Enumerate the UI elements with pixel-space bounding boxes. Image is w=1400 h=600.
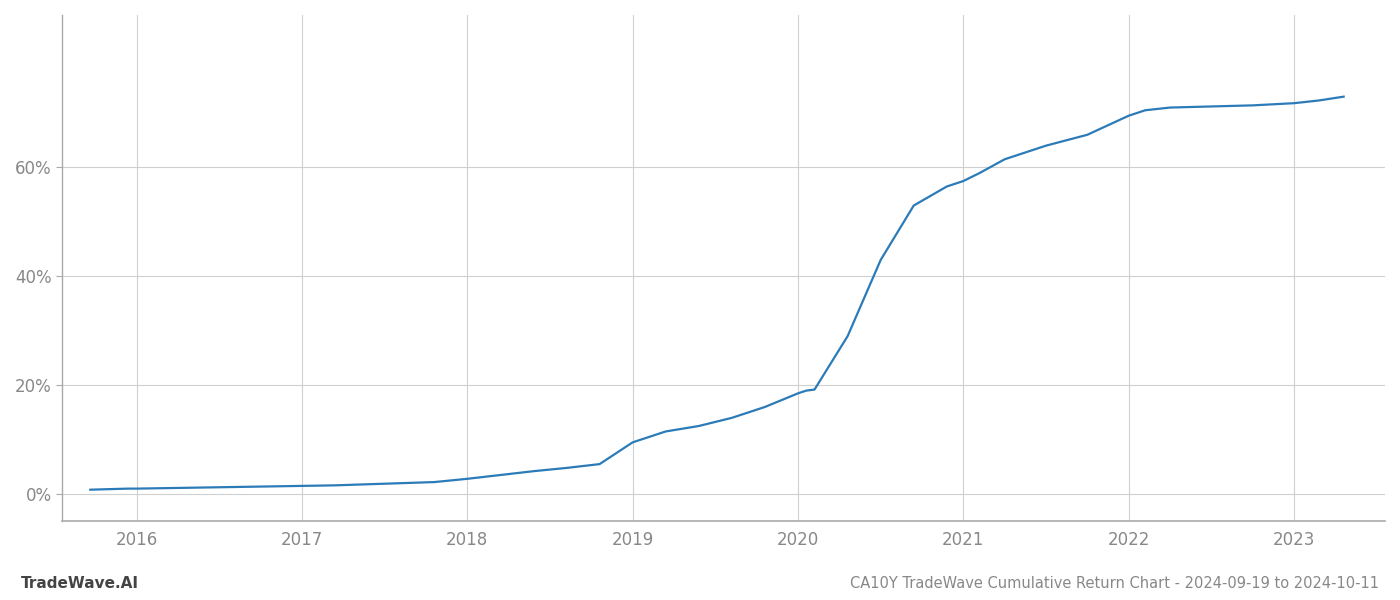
Text: TradeWave.AI: TradeWave.AI [21,576,139,591]
Text: CA10Y TradeWave Cumulative Return Chart - 2024-09-19 to 2024-10-11: CA10Y TradeWave Cumulative Return Chart … [850,576,1379,591]
